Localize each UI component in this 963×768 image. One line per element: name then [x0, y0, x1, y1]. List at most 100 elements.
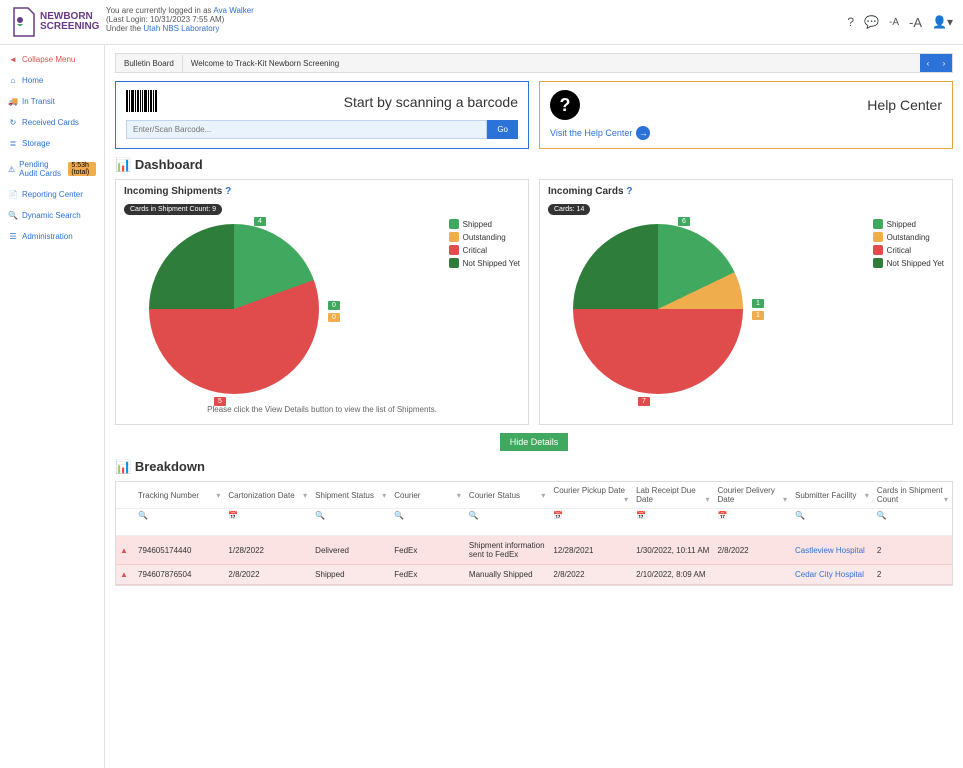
sidebar-icon: ↻	[8, 118, 18, 127]
cell-due: 1/30/2022, 10:11 AM	[632, 536, 713, 565]
column-filter-input[interactable]	[877, 520, 948, 533]
alert-icon: ▲	[120, 546, 128, 555]
cell-tracking: 794607876504	[134, 565, 224, 585]
column-filter-input[interactable]	[717, 520, 787, 533]
chat-icon[interactable]: 💬	[864, 15, 879, 29]
table-header[interactable]: Courier▾	[390, 482, 465, 509]
help-panel-title: Help Center	[580, 97, 942, 113]
sidebar-item-label: Administration	[22, 232, 73, 241]
filter-icon[interactable]: ▾	[541, 491, 545, 500]
help-center-link[interactable]: Visit the Help Center →	[550, 126, 650, 140]
question-circle-icon: ?	[550, 90, 580, 120]
table-row[interactable]: ▲7946051744401/28/2022DeliveredFedExShip…	[116, 536, 952, 565]
search-icon[interactable]: 🔍	[469, 511, 479, 520]
calendar-icon[interactable]: 📅	[717, 511, 727, 520]
shipments-legend: ShippedOutstandingCriticalNot Shipped Ye…	[449, 219, 520, 271]
filter-icon[interactable]: ▾	[303, 491, 307, 500]
login-user-link[interactable]: Ava Walker	[213, 6, 253, 15]
filter-icon[interactable]: ▾	[382, 491, 386, 500]
pie-callout: 0	[328, 301, 340, 310]
search-icon[interactable]: 🔍	[315, 511, 325, 520]
filter-icon[interactable]: ▾	[865, 491, 869, 500]
facility-link[interactable]: Cedar City Hospital	[795, 570, 864, 579]
column-filter-input[interactable]	[795, 520, 869, 533]
table-header[interactable]: Courier Pickup Date▾	[549, 482, 632, 509]
login-under-link[interactable]: Utah NBS Laboratory	[143, 24, 219, 33]
table-row[interactable]: ▲7946078765042/8/2022ShippedFedExManuall…	[116, 565, 952, 585]
filter-icon[interactable]: ▾	[216, 491, 220, 500]
legend-item: Outstanding	[449, 232, 520, 242]
sidebar-collapse-label: Collapse Menu	[22, 55, 75, 64]
column-filter-input[interactable]	[636, 520, 709, 533]
font-increase-icon[interactable]: -A	[909, 15, 922, 30]
table-header[interactable]: Cartonization Date▾	[224, 482, 311, 509]
table-header[interactable]: Submitter Facility▾	[791, 482, 873, 509]
sidebar-item-home[interactable]: ⌂Home	[0, 70, 104, 91]
column-filter-input[interactable]	[394, 520, 461, 533]
table-header[interactable]: Lab Receipt Due Date▾	[632, 482, 713, 509]
bulletin-prev-button[interactable]: ‹	[920, 54, 936, 72]
sidebar-icon: 🔍	[8, 211, 18, 220]
filter-icon[interactable]: ▾	[457, 491, 461, 500]
info-icon[interactable]: ?	[626, 186, 632, 197]
filter-icon[interactable]: ▾	[783, 495, 787, 504]
topbar-actions: ? 💬 -A -A 👤▾	[847, 6, 953, 38]
legend-item: Not Shipped Yet	[449, 258, 520, 268]
table-header[interactable]: Courier Delivery Date▾	[713, 482, 791, 509]
table-header[interactable]: Courier Status▾	[465, 482, 550, 509]
breakdown-table: Tracking Number▾Cartonization Date▾Shipm…	[115, 481, 953, 586]
sidebar-item-in-transit[interactable]: 🚚In Transit	[0, 91, 104, 112]
help-panel: ? Help Center Visit the Help Center →	[539, 81, 953, 149]
table-header[interactable]: Cards in Shipment Count▾	[873, 482, 952, 509]
pie-callout: 0	[328, 313, 340, 322]
cell-courier-status: Manually Shipped	[465, 565, 550, 585]
column-filter-input[interactable]	[553, 520, 628, 533]
info-icon[interactable]: ?	[225, 186, 231, 197]
cell-ship-status: Shipped	[311, 565, 390, 585]
pie-callout: 5	[214, 397, 226, 406]
search-icon[interactable]: 🔍	[394, 511, 404, 520]
cell-courier-status: Shipment information sent to FedEx	[465, 536, 550, 565]
column-filter-input[interactable]	[228, 520, 307, 533]
bulletin-next-button[interactable]: ›	[936, 54, 952, 72]
cell-tracking: 794605174440	[134, 536, 224, 565]
font-decrease-icon[interactable]: -A	[889, 17, 899, 28]
table-header[interactable]: Shipment Status▾	[311, 482, 390, 509]
cards-title: Incoming Cards	[548, 186, 624, 197]
calendar-icon[interactable]: 📅	[553, 511, 563, 520]
filter-icon[interactable]: ▾	[705, 495, 709, 504]
hide-details-button[interactable]: Hide Details	[500, 433, 569, 451]
sidebar-item-pending-audit-cards[interactable]: ⚠Pending Audit Cards5:53h (total)	[0, 154, 104, 184]
sidebar-item-reporting-center[interactable]: 📄Reporting Center	[0, 184, 104, 205]
bulletin-bar: Bulletin Board Welcome to Track-Kit Newb…	[115, 53, 953, 73]
sidebar-item-received-cards[interactable]: ↻Received Cards	[0, 112, 104, 133]
column-filter-input[interactable]	[138, 520, 220, 533]
bulletin-tab[interactable]: Bulletin Board	[116, 55, 183, 72]
sidebar-item-storage[interactable]: ≣Storage	[0, 133, 104, 154]
sidebar-icon: ≣	[8, 139, 18, 148]
filter-icon[interactable]: ▾	[944, 495, 948, 504]
search-icon[interactable]: 🔍	[877, 511, 887, 520]
facility-link[interactable]: Castleview Hospital	[795, 546, 865, 555]
filter-icon[interactable]: ▾	[624, 495, 628, 504]
calendar-icon[interactable]: 📅	[228, 511, 238, 520]
shipments-footer-note: Please click the View Details button to …	[124, 405, 520, 414]
sidebar-item-administration[interactable]: ☰Administration	[0, 226, 104, 247]
cell-pickup: 2/8/2022	[549, 565, 632, 585]
column-filter-input[interactable]	[469, 520, 546, 533]
column-filter-input[interactable]	[315, 520, 386, 533]
login-last: (Last Login: 10/31/2023 7:55 AM)	[106, 15, 224, 24]
barcode-input[interactable]	[126, 120, 487, 139]
pie-callout: 6	[678, 217, 690, 226]
sidebar-item-dynamic-search[interactable]: 🔍Dynamic Search	[0, 205, 104, 226]
login-info: You are currently logged in as Ava Walke…	[100, 6, 847, 38]
search-icon[interactable]: 🔍	[138, 511, 148, 520]
help-icon[interactable]: ?	[847, 15, 854, 29]
search-icon[interactable]: 🔍	[795, 511, 805, 520]
user-menu-icon[interactable]: 👤▾	[932, 15, 953, 29]
calendar-icon[interactable]: 📅	[636, 511, 646, 520]
pie-callout: 1	[752, 299, 764, 308]
barcode-go-button[interactable]: Go	[487, 120, 518, 139]
sidebar-collapse[interactable]: ◄ Collapse Menu	[0, 49, 104, 70]
table-header[interactable]: Tracking Number▾	[134, 482, 224, 509]
